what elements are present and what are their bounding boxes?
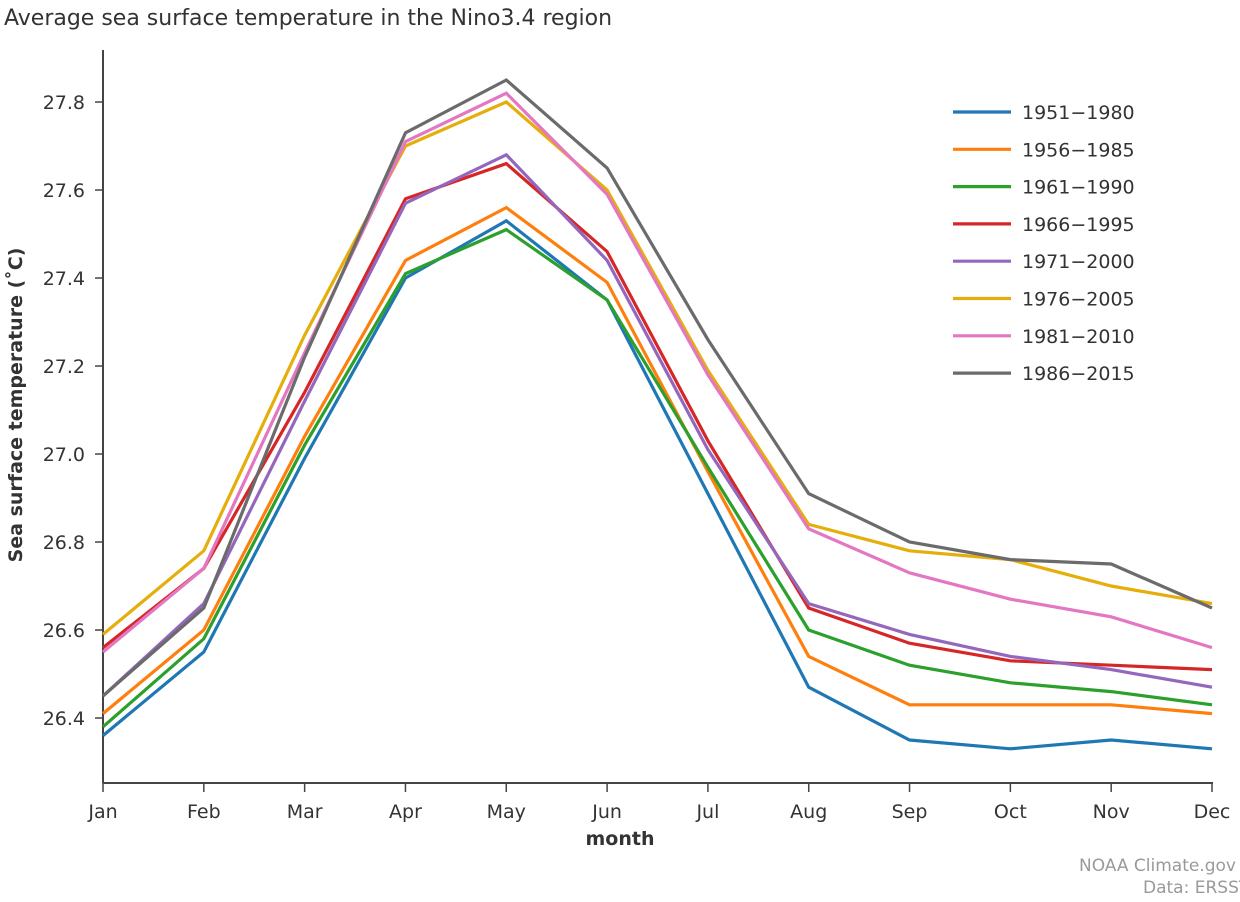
chart-title: Average sea surface temperature in the N… [4,6,612,31]
y-tick-label: 27.4 [43,268,85,290]
legend-item: 1966−1995 [953,214,1135,236]
x-axis-label: month [586,828,655,850]
legend-label: 1961−1990 [1022,177,1135,199]
x-tick-label: Jun [591,801,622,823]
series-line-1951-1980 [101,218,1213,751]
x-tick-label: Feb [187,801,221,823]
x-tick-label: Jul [695,801,719,823]
legend-item: 1961−1990 [953,177,1135,199]
credit-data: Data: ERSST.v5 [1143,878,1240,898]
credit-source: NOAA Climate.gov [1079,856,1236,876]
legend-label: 1951−1980 [1022,102,1135,124]
legend-item: 1971−2000 [953,251,1135,273]
x-tick-label: Apr [389,801,422,823]
legend: 1951−1980 1956−1985 1961−1990 1966−1995 1971… [953,102,1135,385]
x-tick-label: Nov [1093,801,1130,823]
y-tick-label: 26.4 [43,708,85,730]
x-tick-label: Aug [790,801,827,823]
x-tick-label: Oct [994,801,1027,823]
legend-label: 1976−2005 [1022,289,1135,311]
y-tick-label: 27.0 [43,444,85,466]
y-tick-label: 27.8 [43,92,85,114]
y-axis-label: Sea surface temperature (˚C) [4,248,27,563]
legend-label: 1971−2000 [1022,251,1135,273]
legend-label: 1986−2015 [1022,363,1135,385]
y-tick-label: 27.2 [43,356,85,378]
legend-item: 1956−1985 [953,139,1135,161]
series-line-1976-2005 [101,100,1213,636]
y-tick-label: 26.8 [43,532,85,554]
x-tick-label: Sep [892,801,928,823]
series-line-1981-2010 [101,91,1213,654]
legend-item: 1981−2010 [953,326,1135,348]
series-line-1961-1990 [101,227,1213,729]
legend-item: 1986−2015 [953,363,1135,385]
y-tick-label: 26.6 [43,620,85,642]
legend-item: 1951−1980 [953,102,1135,124]
series-line-1966-1995 [102,161,1213,672]
series-line-1956-1985 [101,205,1213,716]
y-axis: 26.4 26.6 26.8 27.0 27.2 27.4 27.6 27.8 [43,50,104,783]
legend-item: 1976−2005 [953,289,1135,311]
legend-label: 1956−1985 [1022,139,1135,161]
y-tick-label: 27.6 [43,180,85,202]
legend-label: 1981−2010 [1022,326,1135,348]
x-axis: Jan Feb Mar Apr May Jun Jul Aug Sep Oct Nov Dec [87,782,1231,823]
series-line-1971-2000 [101,152,1213,698]
x-tick-label: Dec [1194,801,1231,823]
legend-label: 1966−1995 [1022,214,1135,236]
x-tick-label: Jan [87,801,117,823]
series-line-1986-2015 [101,78,1213,698]
x-tick-label: May [487,801,526,823]
x-tick-label: Mar [287,801,323,823]
series-group [101,78,1213,751]
